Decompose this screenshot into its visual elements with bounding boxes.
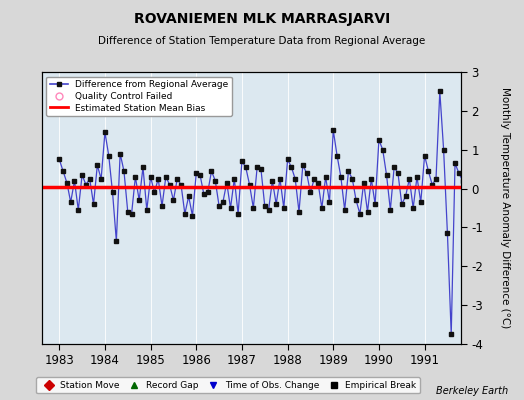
Text: ROVANIEMEN MLK MARRASJARVI: ROVANIEMEN MLK MARRASJARVI <box>134 12 390 26</box>
Legend: Difference from Regional Average, Quality Control Failed, Estimated Station Mean: Difference from Regional Average, Qualit… <box>47 76 232 116</box>
Y-axis label: Monthly Temperature Anomaly Difference (°C): Monthly Temperature Anomaly Difference (… <box>500 87 510 329</box>
Text: Difference of Station Temperature Data from Regional Average: Difference of Station Temperature Data f… <box>99 36 425 46</box>
Text: Berkeley Earth: Berkeley Earth <box>436 386 508 396</box>
Legend: Station Move, Record Gap, Time of Obs. Change, Empirical Break: Station Move, Record Gap, Time of Obs. C… <box>36 377 420 394</box>
